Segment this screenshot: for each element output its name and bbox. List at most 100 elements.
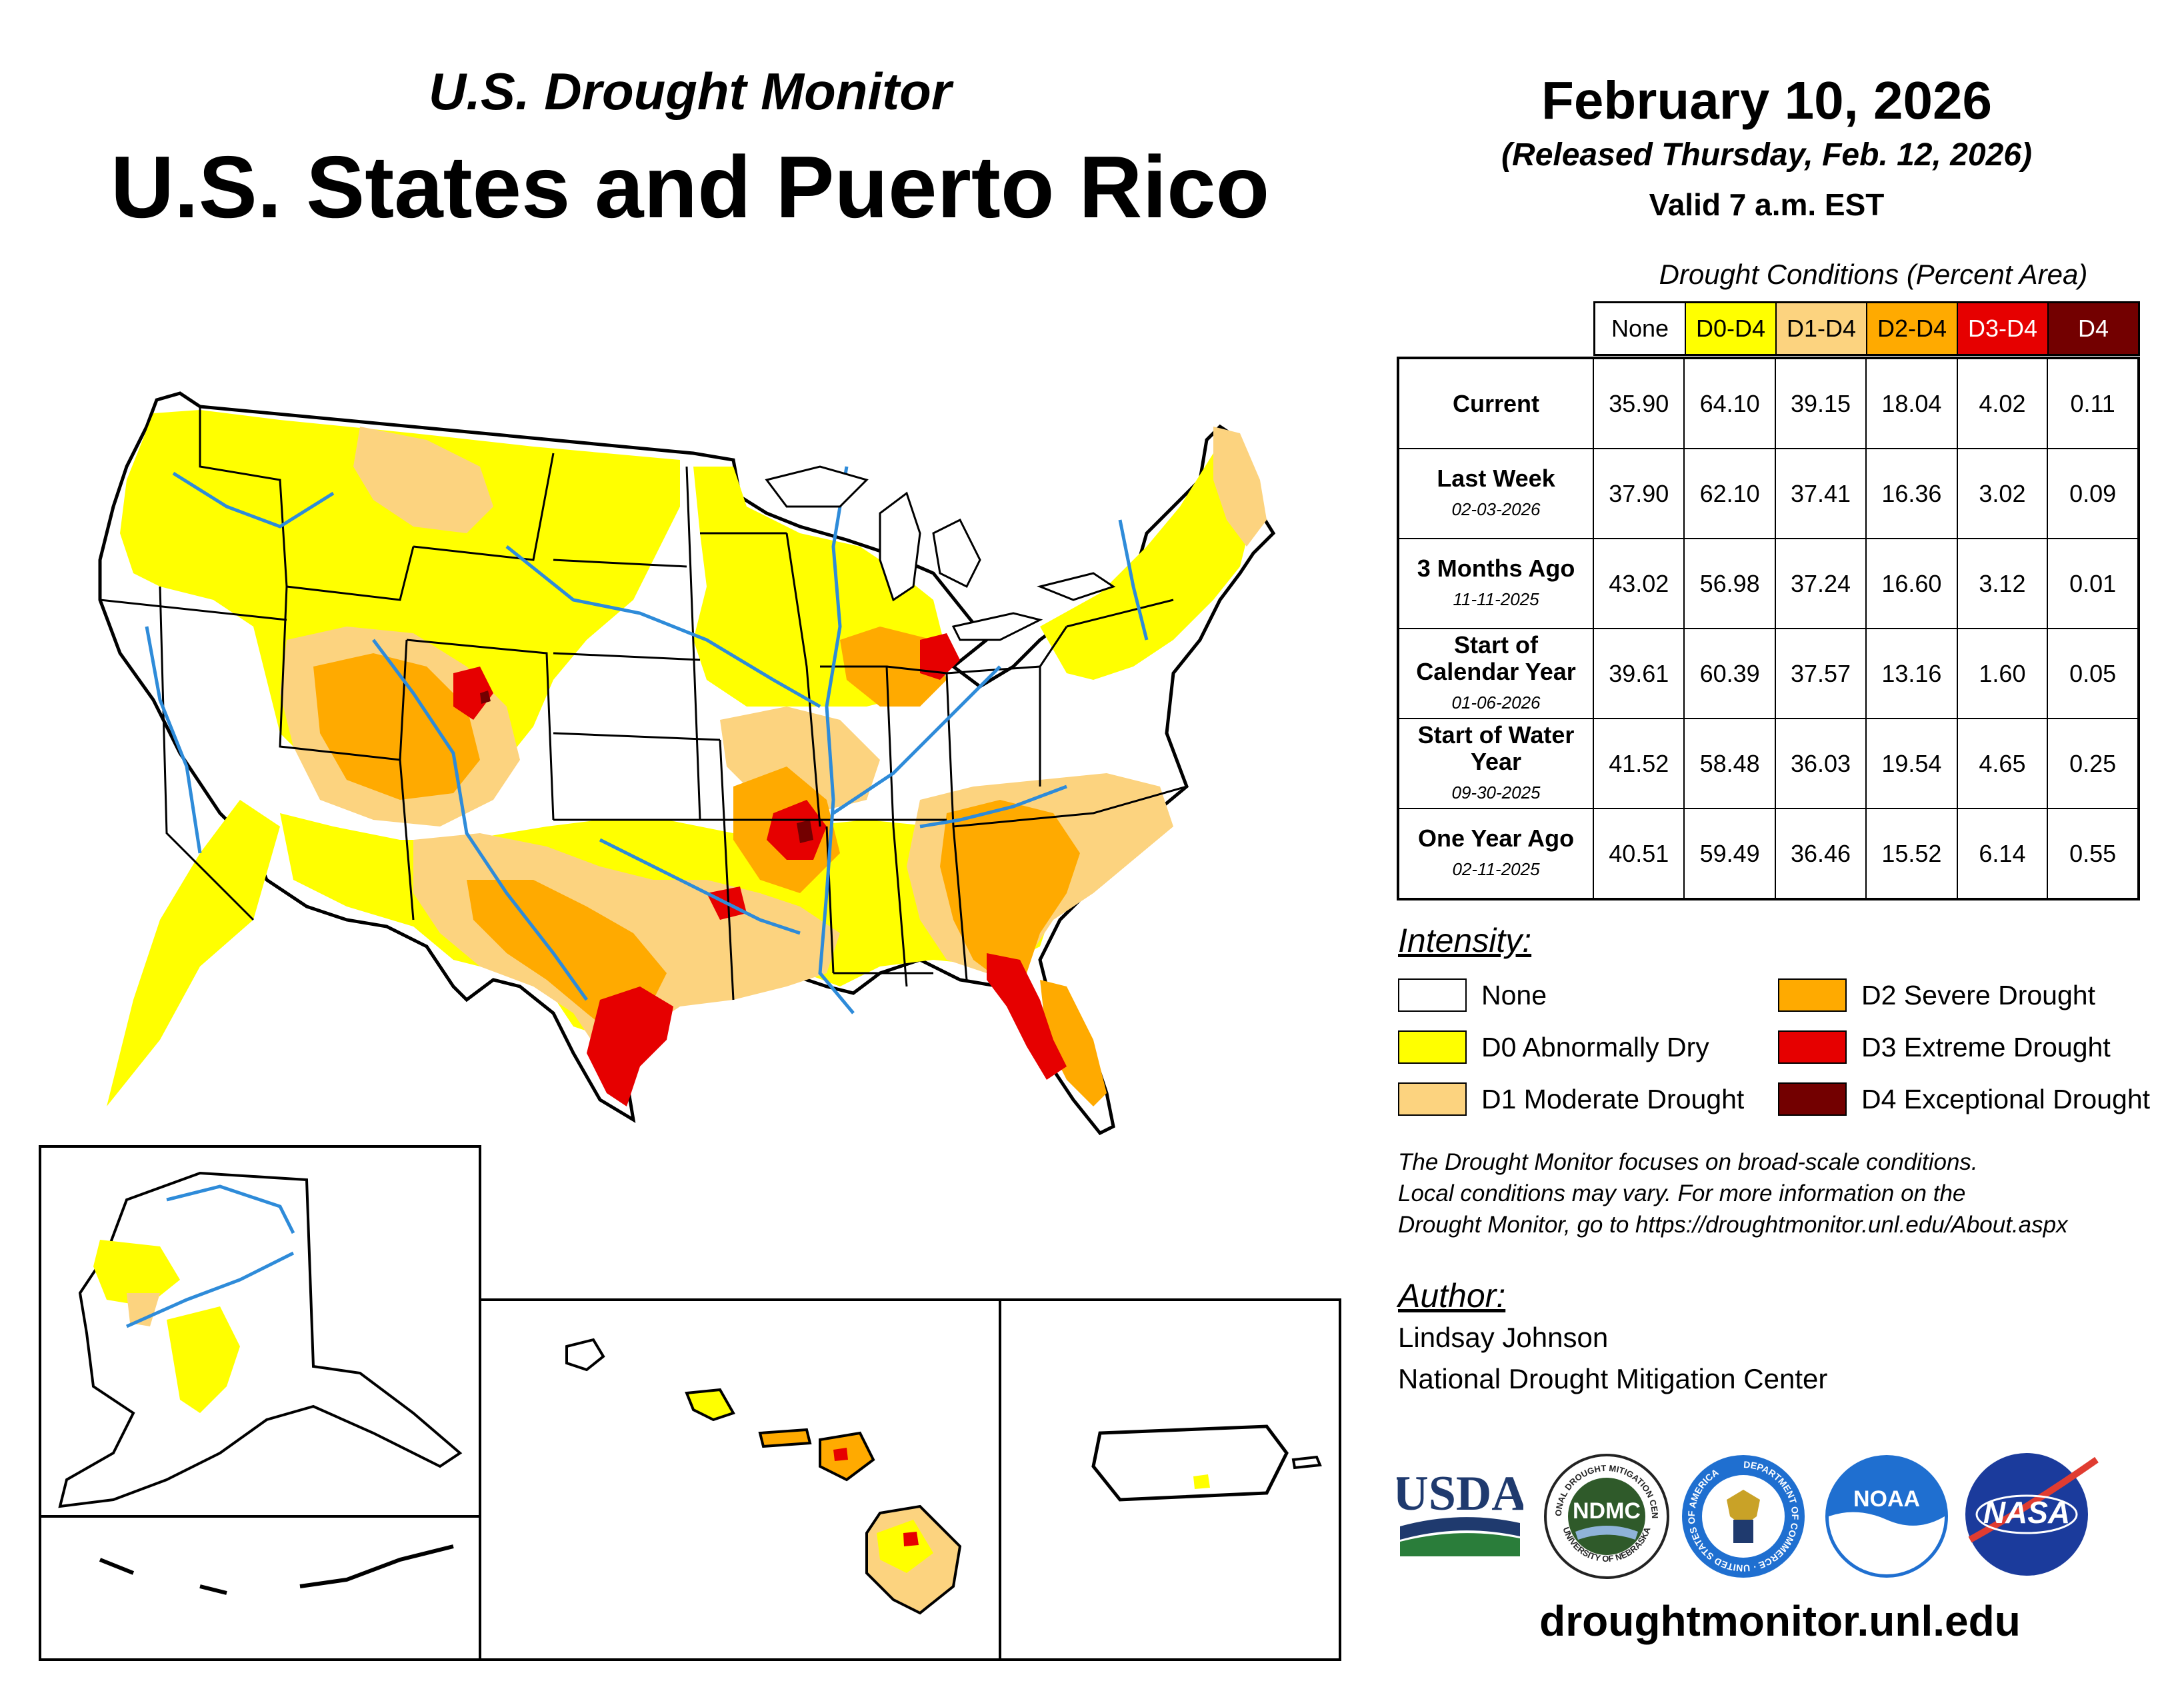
legend-item: D3 Extreme Drought	[1778, 1028, 2111, 1066]
table-cell: 16.60	[1865, 538, 1958, 629]
drought-stats-table: Current 35.90 64.10 39.15 18.04 4.02 0.11 Last …	[1397, 357, 2140, 900]
table-cell: 15.52	[1865, 808, 1958, 900]
table-row: Start of Water Year 09-30-2025 41.52 58.48 3…	[1397, 718, 2139, 809]
row-date: 02-03-2026	[1451, 499, 1541, 519]
svg-text:NDMC: NDMC	[1573, 1498, 1641, 1524]
table-row: 3 Months Ago 11-11-2025 43.02 56.98 37.24 16.…	[1397, 538, 2139, 629]
oahu	[685, 1388, 735, 1422]
legend-item: D2 Severe Drought	[1778, 976, 2095, 1014]
usda-logo: USDA	[1397, 1466, 1523, 1556]
note-line-3: Drought Monitor, go to https://droughtmo…	[1398, 1212, 2068, 1238]
table-cell: 3.02	[1956, 448, 2049, 539]
legend-swatch	[1398, 978, 1467, 1012]
alaska-d0-west	[93, 1240, 180, 1306]
alaska-d0-south	[167, 1306, 240, 1413]
table-cell: 4.02	[1956, 357, 2049, 449]
table-cell: 37.57	[1774, 628, 1867, 719]
note-line-1: The Drought Monitor focuses on broad-sca…	[1398, 1149, 1978, 1175]
svg-text:USDA: USDA	[1397, 1466, 1523, 1521]
legend-swatch	[1778, 1082, 1847, 1116]
map-title: U.S. States and Puerto Rico	[110, 138, 1270, 236]
table-cell: 36.03	[1774, 718, 1867, 809]
table-cell: 35.90	[1593, 357, 1685, 449]
map-subtitle: U.S. Drought Monitor	[428, 62, 952, 121]
table-cell: 19.54	[1865, 718, 1958, 809]
column-header-4: D3-D4	[1957, 303, 2047, 354]
table-cell: 0.01	[2047, 538, 2139, 629]
molokai	[758, 1428, 812, 1448]
author-heading: Author:	[1398, 1277, 1506, 1314]
valid-date: February 10, 2026	[1541, 71, 1992, 130]
legend-label: D2 Severe Drought	[1861, 979, 2095, 1010]
row-date: 11-11-2025	[1453, 589, 1539, 609]
legend-label: D1 Moderate Drought	[1481, 1083, 1745, 1114]
table-cell: 43.02	[1593, 538, 1685, 629]
table-cell: 13.16	[1865, 628, 1958, 719]
legend-item: None	[1398, 976, 1547, 1014]
row-label-text: Last Week	[1437, 464, 1555, 492]
table-cell: 4.65	[1956, 718, 2049, 809]
table-caption: Drought Conditions (Percent Area)	[1659, 259, 2088, 290]
row-label-text: One Year Ago	[1417, 824, 1575, 852]
table-cell: 16.36	[1865, 448, 1958, 539]
row-label-text: Current	[1453, 389, 1540, 417]
author-name: Lindsay Johnson	[1398, 1322, 1609, 1353]
puerto-rico-d0	[1193, 1474, 1210, 1489]
legend-label: D0 Abnormally Dry	[1481, 1031, 1709, 1062]
legend-label: D3 Extreme Drought	[1861, 1031, 2111, 1062]
table-cell: 60.39	[1683, 628, 1776, 719]
table-cell: 6.14	[1956, 808, 2049, 900]
valid-time: Valid 7 a.m. EST	[1649, 187, 1885, 222]
table-header-row: None D0-D4 D1-D4 D2-D4 D3-D4 D4	[1593, 301, 2140, 356]
table-cell: 40.51	[1593, 808, 1685, 900]
column-header-2: D1-D4	[1775, 303, 1866, 354]
legend-swatch	[1778, 1030, 1847, 1064]
row-label: Last Week 02-03-2026	[1397, 448, 1595, 539]
svg-text:NOAA: NOAA	[1853, 1486, 1920, 1512]
table-cell: 37.24	[1774, 538, 1867, 629]
table-cell: 0.25	[2047, 718, 2139, 809]
great-lakes	[765, 465, 1116, 641]
row-date: 09-30-2025	[1451, 782, 1541, 803]
ndmc-logo: NATIONAL DROUGHT MITIGATION CENTER UNIVE…	[1543, 1453, 1669, 1579]
table-cell: 58.48	[1683, 718, 1776, 809]
website-link[interactable]: droughtmonitor.unl.edu	[1539, 1597, 2021, 1645]
column-header-3: D2-D4	[1866, 303, 1957, 354]
legend-swatch	[1398, 1030, 1467, 1064]
conus-drought-areas	[107, 410, 1267, 1106]
table-cell: 0.11	[2047, 357, 2139, 449]
legend-swatch	[1778, 978, 1847, 1012]
table-cell: 18.04	[1865, 357, 1958, 449]
alaska-d1-west	[127, 1293, 160, 1326]
rivers	[145, 466, 1149, 1014]
table-cell: 37.41	[1774, 448, 1867, 539]
nasa-logo: NASA	[1965, 1453, 2099, 1576]
table-cell: 62.10	[1683, 448, 1776, 539]
aleutian-inset-frame	[39, 1515, 481, 1661]
column-header-5: D4	[2047, 303, 2138, 354]
table-cell: 36.46	[1774, 808, 1867, 900]
table-row: Last Week 02-03-2026 37.90 62.10 37.41 16.36 3…	[1397, 448, 2139, 539]
state-boundaries	[99, 407, 1187, 1000]
table-cell: 56.98	[1683, 538, 1776, 629]
row-label-text: Start of Calendar Year	[1416, 631, 1576, 685]
row-label-text: Start of Water Year	[1417, 721, 1575, 775]
table-cell: 39.61	[1593, 628, 1685, 719]
kauai	[565, 1338, 605, 1372]
row-label: Start of Water Year 09-30-2025	[1397, 718, 1595, 809]
table-row: Start of Calendar Year 01-06-2026 39.61 60.…	[1397, 628, 2139, 719]
puerto-rico	[1091, 1424, 1289, 1502]
table-cell: 37.90	[1593, 448, 1685, 539]
row-date: 02-11-2025	[1452, 858, 1540, 879]
table-cell: 59.49	[1683, 808, 1776, 900]
department-of-commerce-seal: DEPARTMENT OF COMMERCE · UNITED STATES O…	[1682, 1455, 1805, 1578]
table-cell: 3.12	[1956, 538, 2049, 629]
row-label: One Year Ago 02-11-2025	[1397, 808, 1595, 900]
column-header-1: D0-D4	[1685, 303, 1775, 354]
legend-item: D4 Exceptional Drought	[1778, 1080, 2150, 1118]
table-cell: 64.10	[1683, 357, 1776, 449]
row-label-text: 3 Months Ago	[1417, 554, 1575, 582]
row-label: Start of Calendar Year 01-06-2026	[1397, 628, 1595, 719]
table-cell: 1.60	[1956, 628, 2049, 719]
